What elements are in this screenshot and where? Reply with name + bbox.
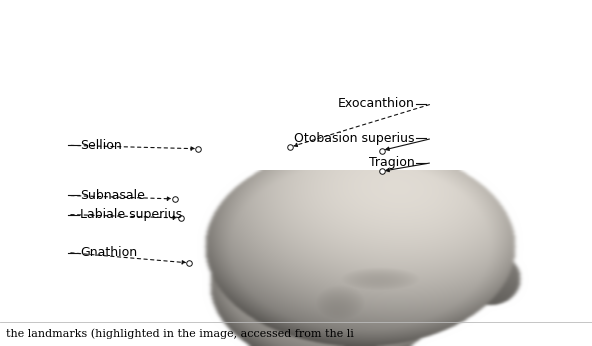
Text: the landmarks (highlighted in the image, accessed from the li: the landmarks (highlighted in the image,… [6, 329, 354, 339]
Text: Exocanthion: Exocanthion [337, 97, 414, 110]
Text: Labiale superius: Labiale superius [80, 208, 182, 221]
Text: Subnasale: Subnasale [80, 189, 145, 202]
Text: Sellion: Sellion [80, 139, 122, 152]
Text: Tragion: Tragion [369, 156, 414, 169]
Text: Gnathion: Gnathion [80, 246, 137, 259]
Text: Otobasion superius: Otobasion superius [294, 132, 414, 145]
